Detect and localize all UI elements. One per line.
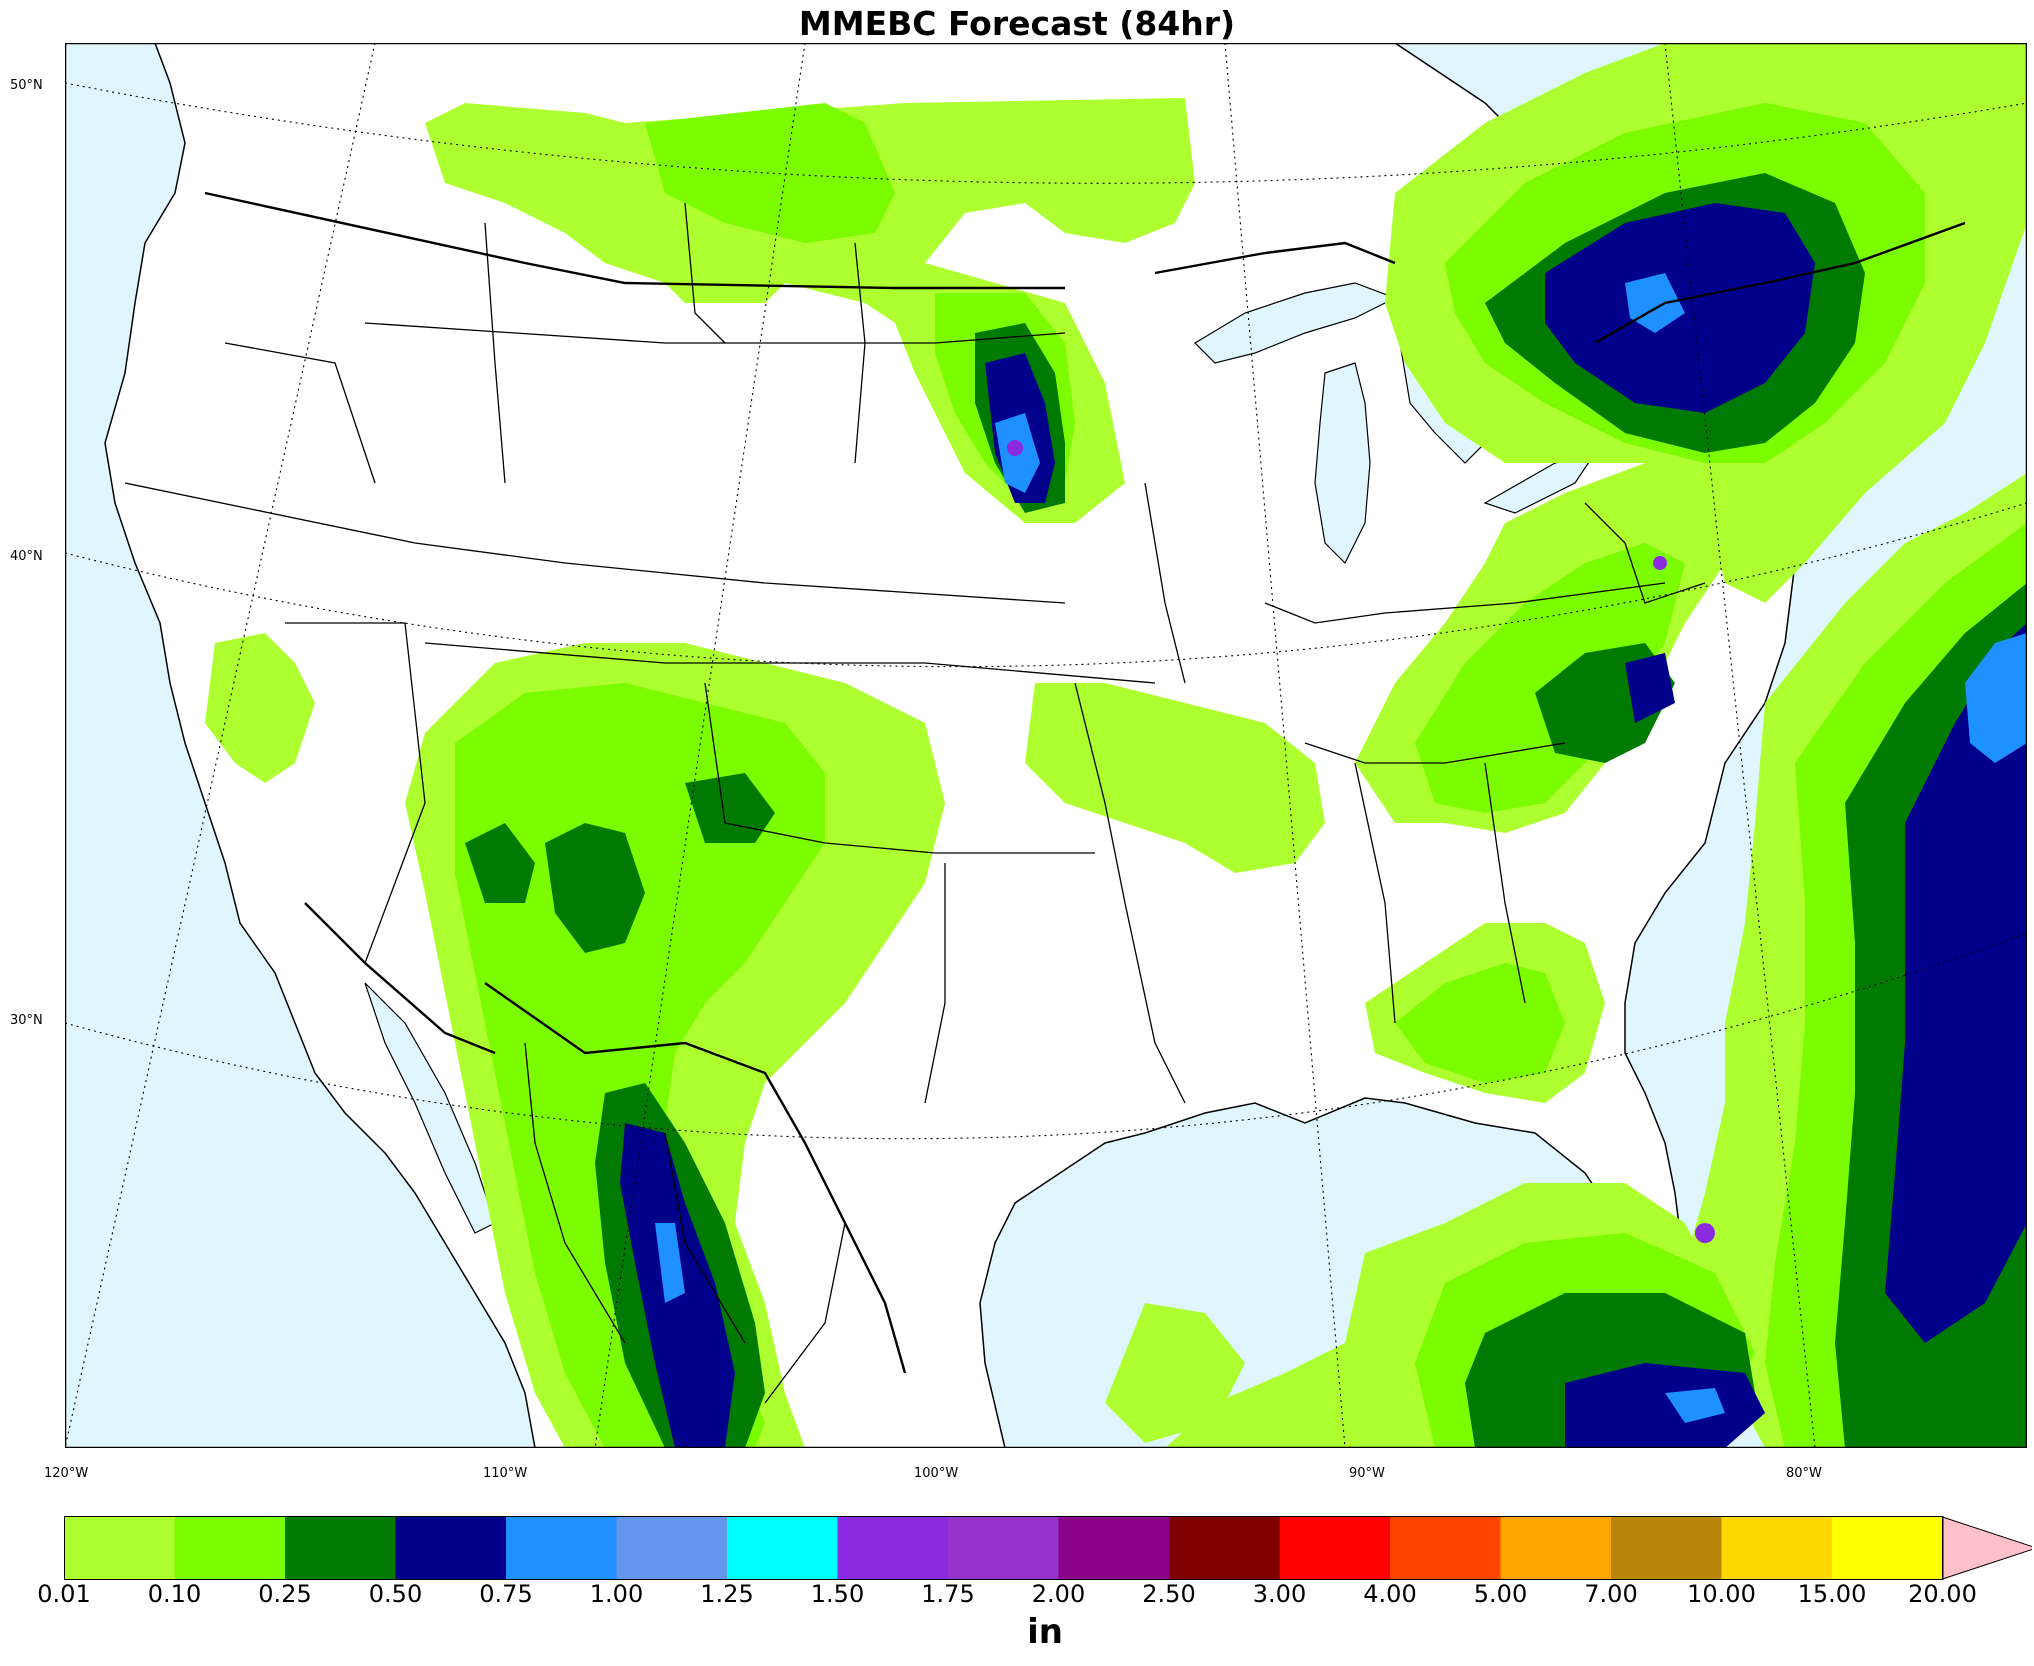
colorbar-segment (1832, 1517, 1943, 1579)
colorbar-tick-label: 0.10 (147, 1580, 202, 1608)
graticule (65, 43, 2027, 1448)
colorbar-tick-label: 1.25 (700, 1580, 754, 1608)
colorbar-tick-label: 10.00 (1687, 1580, 1756, 1608)
lat-label-30: 30°N (10, 1013, 43, 1028)
colorbar-segment (1500, 1517, 1612, 1579)
precip-1.50 (1007, 440, 1715, 1243)
colorbar-segment (1169, 1517, 1280, 1579)
lake-superior (1194, 282, 1397, 364)
colorbar-tick-label: 2.00 (1031, 1580, 1086, 1608)
lon-label-80w: 80°W (1786, 1466, 1822, 1481)
lon-label-120w: 120°W (44, 1466, 89, 1481)
colorbar-tick-label: 20.00 (1908, 1580, 1977, 1608)
colorbar-tick-label: 15.00 (1797, 1580, 1867, 1608)
colorbar-tick-label: 5.00 (1473, 1580, 1528, 1608)
colorbar-units: in (1027, 1612, 1063, 1652)
colorbar-segment (1611, 1517, 1722, 1579)
lat-label-40: 40°N (10, 549, 43, 564)
colorbar-tick-label: 2.50 (1142, 1580, 1196, 1608)
colorbar-segment (616, 1517, 728, 1579)
colorbar-segment (1279, 1517, 1391, 1579)
colorbar-tick-label: 7.00 (1584, 1580, 1638, 1608)
lat-label-50: 50°N (10, 78, 43, 93)
precipitation-map (65, 43, 2027, 1448)
colorbar-tick-label: 0.25 (258, 1580, 312, 1608)
lake-michigan (1314, 362, 1371, 565)
colorbar-extend-arrow (1942, 1516, 2032, 1580)
lon-label-90w: 90°W (1349, 1466, 1385, 1481)
colorbar-tick-label: 4.00 (1363, 1580, 1417, 1608)
colorbar-segment (285, 1517, 396, 1579)
lon-label-100w: 100°W (914, 1466, 959, 1481)
colorbar-tick-label: 0.75 (479, 1580, 533, 1608)
colorbar (64, 1516, 2032, 1580)
colorbar-segment (506, 1517, 617, 1579)
colorbar-tick-label: 1.50 (810, 1580, 865, 1608)
colorbar-segment (174, 1517, 286, 1579)
lake-erie (1483, 452, 1597, 514)
colorbar-tick-label: 1.00 (589, 1580, 644, 1608)
colorbar-segment (1058, 1517, 1170, 1579)
political-borders (124, 191, 1966, 1404)
gulf-of-california (364, 982, 496, 1234)
colorbar-segment (727, 1517, 838, 1579)
colorbar-tick-label: 1.75 (921, 1580, 975, 1608)
colorbar-segment (837, 1517, 949, 1579)
colorbar-tick-label: 0.01 (37, 1580, 91, 1608)
colorbar-tick-label: 3.00 (1252, 1580, 1307, 1608)
map-frame (65, 43, 2027, 1448)
colorbar-segment (64, 1517, 175, 1579)
colorbar-segment (1721, 1517, 1833, 1579)
colorbar-segment (948, 1517, 1059, 1579)
colorbar-frame (64, 1516, 1944, 1580)
colorbar-segment (1390, 1517, 1501, 1579)
colorbar-segment (395, 1517, 507, 1579)
map-title: MMEBC Forecast (84hr) (798, 4, 1236, 43)
precip-0.75 (655, 273, 2027, 1423)
colorbar-tick-label: 0.50 (368, 1580, 423, 1608)
lon-label-110w: 110°W (483, 1466, 528, 1481)
